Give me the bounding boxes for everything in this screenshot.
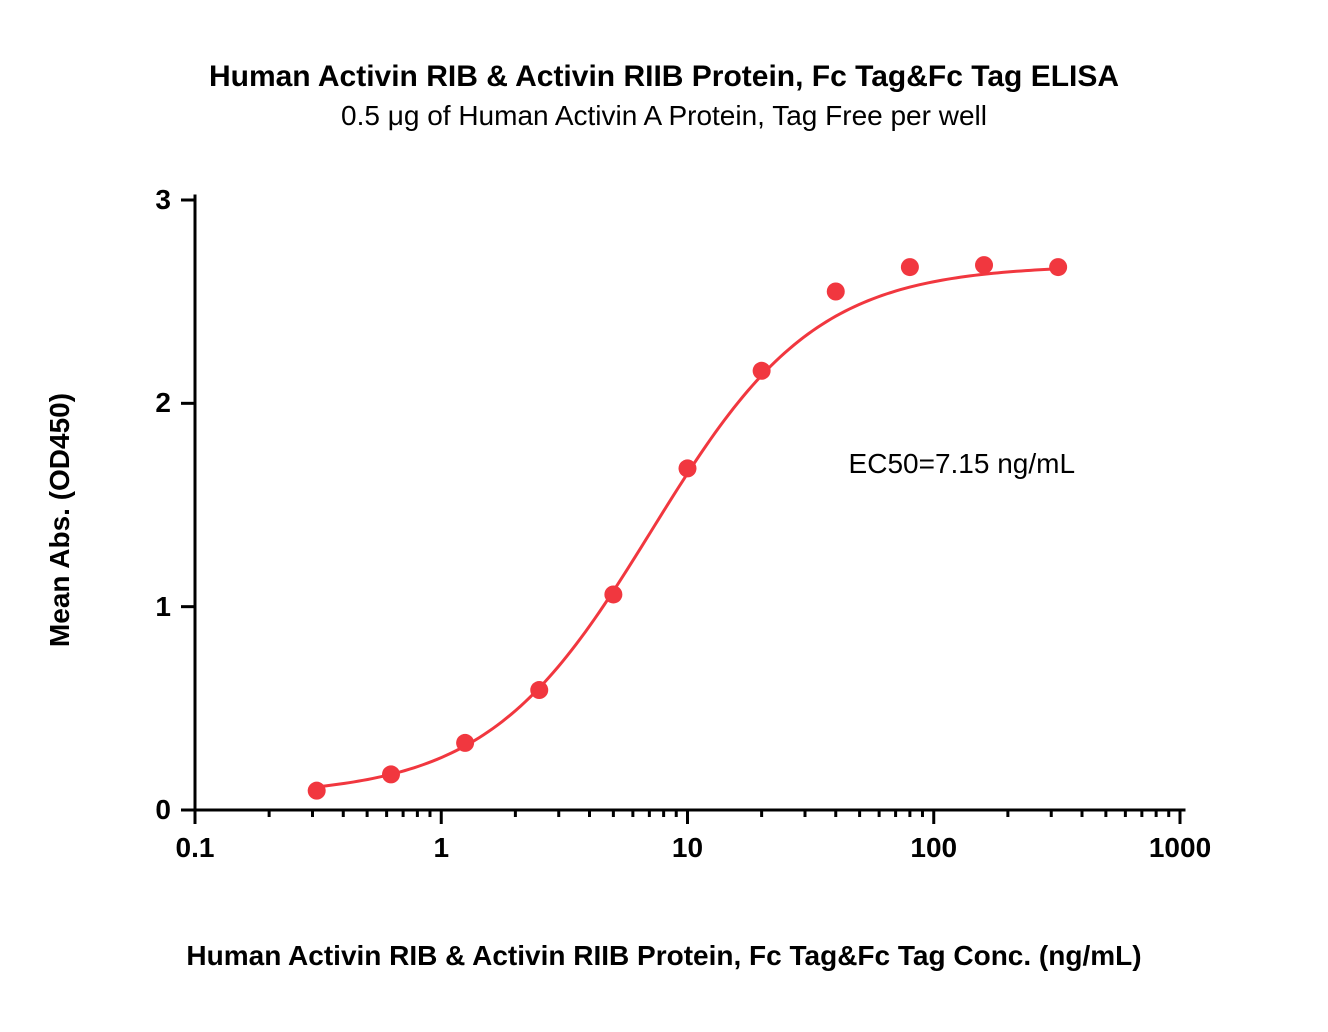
axis-tick-label: 0.1 [176, 832, 215, 864]
plot-svg [155, 160, 1220, 850]
axis-tick-label: 10 [672, 832, 703, 864]
chart-title: Human Activin RIB & Activin RIIB Protein… [0, 60, 1328, 94]
axis-tick-label: 1 [433, 832, 449, 864]
axis-tick-label: 3 [155, 184, 171, 216]
chart-container: Human Activin RIB & Activin RIIB Protein… [0, 0, 1328, 1032]
chart-subtitle: 0.5 μg of Human Activin A Protein, Tag F… [0, 100, 1328, 132]
plot-area [195, 200, 1180, 810]
axis-tick-label: 100 [910, 832, 957, 864]
y-axis-label: Mean Abs. (OD450) [44, 393, 76, 647]
axis-tick-label: 2 [155, 387, 171, 419]
axis-tick-label: 1000 [1149, 832, 1211, 864]
title-block: Human Activin RIB & Activin RIIB Protein… [0, 60, 1328, 132]
axis-tick-label: 0 [155, 794, 171, 826]
x-axis-label: Human Activin RIB & Activin RIIB Protein… [0, 940, 1328, 972]
ec50-annotation: EC50=7.15 ng/mL [849, 448, 1076, 480]
axis-tick-label: 1 [155, 591, 171, 623]
